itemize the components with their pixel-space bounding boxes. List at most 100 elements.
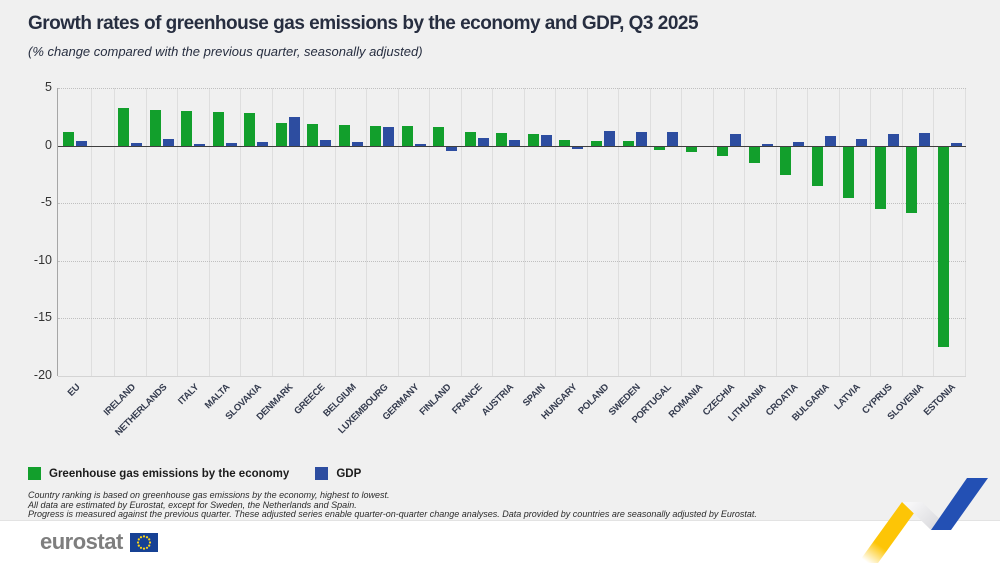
bar-pair-latvia	[843, 88, 868, 376]
gdp-bar-luxembourg	[383, 127, 395, 146]
emissions-bar-belgium	[338, 124, 350, 146]
gdp-bar-portugal	[667, 131, 679, 146]
emissions-bar-france	[464, 131, 476, 146]
bar-pair-netherlands	[149, 88, 174, 376]
bar-pair-cyprus	[874, 88, 899, 376]
bar-pair-poland	[590, 88, 615, 376]
emissions-swatch-icon	[28, 467, 41, 480]
footnote-line-1: Country ranking is based on greenhouse g…	[28, 490, 390, 500]
bar-pair-austria	[496, 88, 521, 376]
legend-item-emissions: Greenhouse gas emissions by the economy	[28, 467, 289, 480]
gdp-bar-poland	[603, 130, 615, 146]
y-tick-label: -20	[33, 368, 52, 382]
country-group-france: France	[450, 88, 494, 417]
eurostat-logo-text: eurostat	[40, 529, 123, 554]
emissions-bar-italy	[181, 111, 193, 146]
x-label-eu: EU	[65, 382, 83, 399]
country-group-greece: Greece	[292, 88, 336, 417]
emissions-bar-spain	[527, 134, 539, 146]
emissions-bar-sweden	[622, 140, 634, 146]
bar-pair-greece	[307, 88, 332, 376]
country-group-netherlands: Netherlands	[113, 88, 179, 438]
gdp-bar-czechia	[730, 134, 742, 146]
legend-emissions-label: Greenhouse gas emissions by the economy	[49, 467, 290, 480]
footnotes: Country ranking is based on greenhouse g…	[28, 490, 757, 520]
emissions-bar-hungary	[559, 139, 571, 146]
chart-title: Growth rates of greenhouse gas emissions…	[28, 13, 699, 34]
country-group-germany: Germany	[381, 88, 431, 423]
country-group-latvia: Latvia	[833, 88, 872, 412]
country-group-finland: Finland	[417, 88, 462, 418]
gdp-bar-cyprus	[887, 134, 899, 146]
country-group-ireland: Ireland	[102, 88, 147, 418]
legend-item-gdp: GDP	[315, 467, 361, 480]
bar-pair-malta	[212, 88, 237, 376]
gridline	[58, 318, 966, 320]
plot-area: EU Ireland Netherlands Italy Malta Slovakia De…	[57, 88, 966, 438]
chart-legend: Greenhouse gas emissions by the economy …	[28, 467, 361, 480]
gdp-bar-slovakia	[257, 142, 269, 146]
x-label-poland: Poland	[575, 382, 611, 417]
country-group-spain: Spain	[521, 88, 557, 409]
bar-pair-portugal	[654, 88, 679, 376]
gdp-bar-austria	[509, 139, 521, 146]
emissions-bar-lithuania	[748, 146, 760, 163]
country-group-cyprus: Cyprus	[860, 88, 903, 417]
x-label-italy: Italy	[176, 382, 202, 408]
eu-flag-icon	[129, 532, 158, 552]
bar-pair-italy	[181, 88, 206, 376]
footnote-line-2: All data are estimated by Eurostat, exce…	[28, 499, 357, 510]
country-group-lithuania: Lithuania	[726, 88, 777, 424]
bar-pair-eu	[62, 88, 87, 376]
gdp-bar-slovenia	[919, 132, 931, 146]
bar-pair-belgium	[338, 88, 363, 376]
bar-pair-luxembourg	[370, 88, 395, 376]
bar-pair-czechia	[717, 88, 742, 376]
gdp-bar-ireland	[131, 143, 143, 146]
bar-pair-romania	[685, 88, 710, 376]
gdp-bar-latvia	[856, 138, 868, 146]
x-label-austria: Austria	[480, 382, 517, 419]
emissions-bar-estonia	[937, 146, 949, 348]
gdp-bar-spain	[540, 135, 552, 146]
x-label-estonia: Estonia	[921, 382, 958, 419]
x-label-spain: Spain	[520, 382, 548, 409]
gridline	[58, 260, 966, 262]
gdp-bar-italy	[194, 144, 206, 146]
bar-pair-lithuania	[748, 88, 773, 376]
emissions-bar-slovenia	[906, 146, 918, 214]
emissions-bar-bulgaria	[811, 146, 823, 186]
gdp-bar-lithuania	[761, 144, 773, 146]
emissions-bar-slovakia	[244, 113, 256, 146]
gdp-bar-malta	[225, 143, 237, 146]
bar-pair-estonia	[937, 88, 962, 376]
legend-gdp-label: GDP	[336, 467, 362, 480]
country-group-portugal: Portugal	[630, 88, 683, 426]
gdp-bar-france	[477, 137, 489, 146]
emissions-bar-romania	[685, 146, 697, 153]
x-label-france: France	[450, 382, 485, 417]
country-group-czechia: Czechia	[701, 88, 746, 418]
gdp-bar-netherlands	[162, 138, 174, 146]
y-tick-label: 5	[45, 80, 52, 94]
bar-pair-spain	[527, 88, 552, 376]
country-group-belgium: Belgium	[321, 88, 368, 419]
bar-pair-france	[464, 88, 489, 376]
gdp-bar-sweden	[635, 131, 647, 146]
emissions-bar-luxembourg	[370, 126, 382, 146]
gdp-bar-denmark	[288, 116, 300, 146]
country-group-denmark: Denmark	[255, 88, 305, 423]
emissions-bar-portugal	[654, 146, 666, 151]
gdp-bar-bulgaria	[824, 136, 836, 146]
emissions-bar-finland	[433, 127, 445, 146]
zero-axis-line	[58, 145, 966, 147]
bar-pair-sweden	[622, 88, 647, 376]
gdp-bar-belgium	[351, 142, 363, 146]
country-group-estonia: Estonia	[921, 88, 966, 418]
emissions-bar-cyprus	[874, 146, 886, 209]
gridline	[58, 203, 966, 205]
plot-slots: EU Ireland Netherlands Italy Malta Slovakia De…	[58, 88, 966, 438]
gdp-bar-hungary	[572, 146, 584, 149]
bar-pair-slovenia	[906, 88, 931, 376]
y-tick-label: 0	[45, 137, 52, 152]
